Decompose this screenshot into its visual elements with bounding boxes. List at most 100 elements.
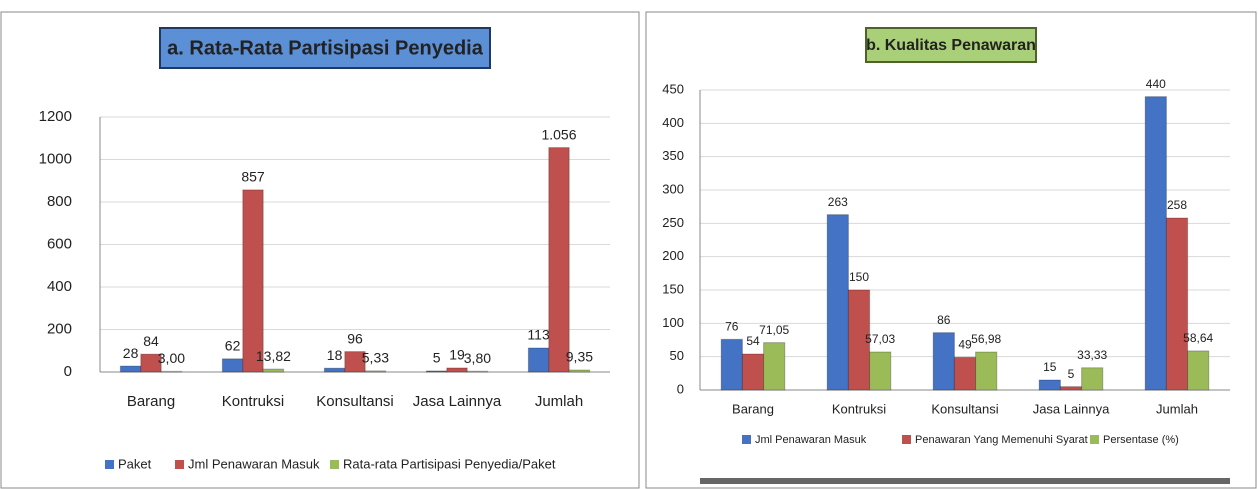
bar: [1187, 350, 1210, 391]
bar: [466, 370, 489, 373]
value-label: 56,98: [971, 332, 1001, 346]
value-label: 84: [143, 333, 159, 349]
y-tick-label: 1000: [39, 150, 72, 167]
value-label: 62: [225, 338, 241, 354]
bar: [221, 358, 244, 373]
x-tick-label: Jasa Lainnya: [1033, 401, 1110, 416]
value-label: 58,64: [1183, 331, 1213, 345]
value-label: 857: [241, 169, 265, 185]
y-tick-label: 0: [64, 363, 72, 380]
legend-label: Rata-rata Partisipasi Penyedia/Paket: [343, 456, 556, 471]
title-box-a: [159, 27, 491, 69]
x-tick-label: Kontruksi: [832, 401, 886, 416]
bar: [364, 370, 387, 373]
value-label: 57,03: [865, 332, 895, 346]
y-tick-label: 1200: [39, 108, 72, 125]
x-tick-label: Konsultansi: [931, 401, 998, 416]
y-tick-label: 50: [670, 348, 684, 363]
bar: [869, 351, 892, 391]
value-label: 15: [1043, 360, 1057, 374]
y-tick-label: 300: [662, 181, 684, 196]
legend-swatch: [1090, 435, 1099, 444]
y-tick-label: 400: [662, 115, 684, 130]
bar: [527, 347, 550, 373]
title-box-b: [865, 27, 1037, 63]
x-tick-label: Konsultansi: [316, 393, 394, 410]
value-label: 5: [433, 350, 441, 366]
bar: [741, 353, 765, 391]
chart-title: b. Kualitas Penawaran: [866, 37, 1036, 54]
value-label: 18: [327, 347, 343, 363]
legend-label: Penawaran Yang Memenuhi Syarat: [915, 434, 1088, 446]
y-tick-label: 150: [662, 281, 684, 296]
value-label: 28: [123, 345, 139, 361]
x-tick-label: Jumlah: [535, 393, 583, 410]
value-label: 71,05: [759, 323, 789, 337]
bar: [242, 189, 264, 373]
bar: [1038, 379, 1061, 391]
value-label: 3,80: [464, 350, 491, 366]
y-tick-label: 600: [47, 235, 72, 252]
value-label: 1.056: [541, 126, 576, 142]
y-tick-label: 450: [662, 81, 684, 96]
value-label: 258: [1167, 198, 1187, 212]
value-label: 440: [1146, 77, 1166, 91]
legend-swatch: [330, 460, 339, 469]
value-label: 49: [958, 338, 972, 352]
bar: [262, 368, 285, 373]
bar: [1165, 217, 1189, 391]
legend-swatch: [742, 435, 751, 444]
legend-label: Paket: [118, 456, 152, 471]
value-label: 13,82: [256, 348, 291, 364]
legend-label: Persentase (%): [1103, 434, 1179, 446]
value-label: 33,33: [1077, 348, 1107, 362]
bar: [1059, 386, 1083, 391]
value-label: 96: [347, 330, 363, 346]
bar: [568, 369, 591, 373]
bar: [446, 367, 468, 373]
bar: [323, 367, 346, 373]
bar: [344, 351, 366, 373]
bar: [140, 353, 162, 373]
y-tick-label: 0: [677, 381, 684, 396]
bar: [953, 356, 977, 391]
value-label: 263: [828, 195, 848, 209]
value-label: 76: [725, 320, 739, 334]
value-label: 5,33: [362, 350, 389, 366]
y-tick-label: 200: [47, 320, 72, 337]
x-tick-label: Barang: [732, 401, 774, 416]
value-label: 9,35: [566, 349, 593, 365]
value-label: 54: [746, 334, 760, 348]
y-tick-label: 100: [662, 315, 684, 330]
bar: [119, 365, 142, 373]
y-tick-label: 200: [662, 248, 684, 263]
x-tick-label: Jumlah: [1156, 401, 1198, 416]
y-tick-label: 250: [662, 215, 684, 230]
panel-a: [0, 11, 640, 489]
legend-swatch: [105, 460, 114, 469]
bar: [975, 351, 998, 391]
value-label: 86: [937, 313, 951, 327]
bar: [160, 370, 183, 373]
value-label: 150: [849, 270, 869, 284]
value-label: 3,00: [158, 350, 185, 366]
y-tick-label: 400: [47, 278, 72, 295]
y-tick-label: 350: [662, 148, 684, 163]
bar: [763, 342, 786, 391]
value-label: 5: [1068, 367, 1075, 381]
value-label: 113: [527, 327, 550, 343]
legend-label: Jml Penawaran Masuk: [755, 434, 867, 446]
bar: [847, 289, 871, 391]
bar: [548, 147, 570, 373]
value-label: 19: [449, 347, 465, 363]
bar: [1144, 96, 1167, 391]
x-tick-label: Barang: [127, 393, 175, 410]
shadow-bar: [700, 478, 1230, 484]
legend-label: Jml Penawaran Masuk: [188, 456, 320, 471]
bar: [1081, 367, 1104, 391]
chart-title: a. Rata-Rata Partisipasi Penyedia: [167, 37, 484, 59]
bar: [720, 338, 743, 391]
y-tick-label: 800: [47, 193, 72, 210]
legend-swatch: [902, 435, 911, 444]
